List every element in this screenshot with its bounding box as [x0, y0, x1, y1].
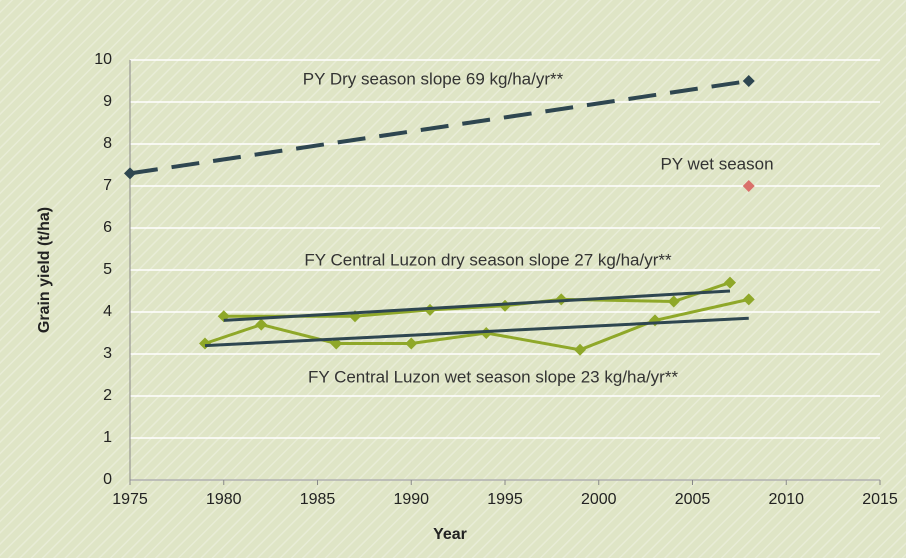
- annotation: PY wet season: [660, 154, 773, 173]
- marker: [724, 276, 736, 289]
- x-tick-label: 2015: [862, 491, 898, 508]
- x-axis-title: Year: [433, 526, 467, 543]
- y-tick-label: 0: [103, 471, 112, 488]
- y-tick-label: 2: [103, 387, 112, 404]
- x-tick-label: 1995: [487, 491, 523, 508]
- y-tick-label: 3: [103, 345, 112, 362]
- x-tick-label: 2010: [768, 491, 804, 508]
- series-line: [204, 297, 750, 352]
- marker: [742, 293, 755, 306]
- annotation: PY Dry season slope 69 kg/ha/yr**: [303, 69, 564, 88]
- x-tick-label: 2000: [581, 491, 617, 508]
- series-line: [223, 289, 731, 322]
- annotation: FY Central Luzon wet season slope 23 kg/…: [308, 367, 679, 386]
- y-axis-title: Grain yield (t/ha): [36, 207, 53, 333]
- y-tick-label: 9: [103, 93, 112, 110]
- marker: [255, 318, 268, 331]
- x-tick-label: 1980: [206, 491, 242, 508]
- marker: [405, 337, 418, 350]
- x-tick-label: 2005: [675, 491, 711, 508]
- x-tick-label: 1975: [112, 491, 148, 508]
- series-line: [204, 316, 749, 348]
- marker: [574, 343, 586, 356]
- annotation: FY Central Luzon dry season slope 27 kg/…: [304, 250, 672, 269]
- marker: [742, 75, 755, 87]
- x-tick-label: 1990: [393, 491, 429, 508]
- y-tick-label: 10: [94, 51, 112, 68]
- y-tick-label: 7: [103, 177, 112, 194]
- series-line: [129, 79, 750, 176]
- marker: [124, 167, 136, 180]
- y-tick-label: 4: [103, 303, 112, 320]
- y-tick-label: 6: [103, 219, 112, 236]
- marker: [742, 180, 755, 192]
- y-tick-label: 5: [103, 261, 112, 278]
- marker: [667, 295, 680, 308]
- y-tick-label: 8: [103, 135, 112, 152]
- y-tick-label: 1: [103, 429, 112, 446]
- x-tick-label: 1985: [300, 491, 336, 508]
